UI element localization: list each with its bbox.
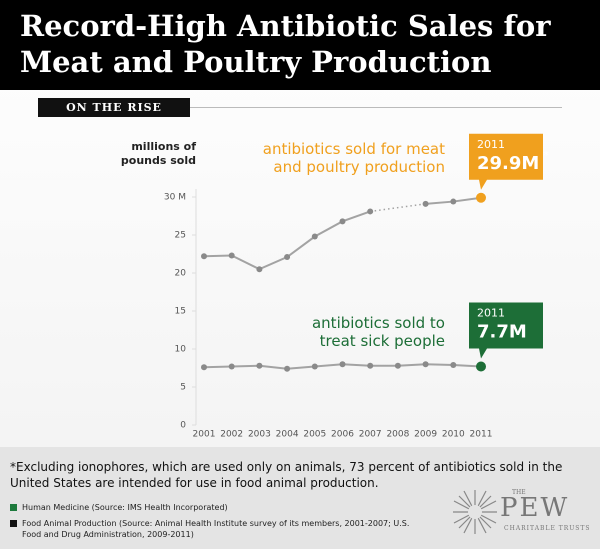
source: Human Medicine (Source: IMS Health Incor… [10, 502, 422, 513]
point [367, 208, 374, 215]
callout [469, 302, 543, 359]
x-tick-label: 2004 [276, 430, 299, 440]
point [201, 364, 207, 371]
source: Food Animal Production (Source: Animal H… [10, 518, 422, 540]
point [311, 233, 318, 240]
x-tick-label: 2008 [386, 430, 409, 440]
point [422, 200, 429, 207]
point [228, 252, 235, 259]
logo-the: THE [512, 489, 526, 496]
series-line [203, 196, 482, 271]
point [228, 363, 235, 370]
point [339, 361, 346, 368]
value-label: 7.7M [477, 321, 527, 342]
point [476, 192, 486, 203]
point [422, 361, 429, 368]
source-swatch [10, 520, 17, 527]
point [201, 253, 207, 260]
x-tick-label: 2001 [193, 430, 216, 440]
callout [469, 133, 543, 190]
series-label: antibiotics sold to treat sick people [311, 314, 445, 350]
logo-name: PEW [500, 493, 570, 523]
point [311, 363, 318, 370]
x-tick-label: 2002 [220, 430, 243, 440]
series-label: antibiotics sold for meat and poultry pr… [262, 140, 445, 176]
x-tick-label: 2006 [331, 430, 354, 440]
section-label: ON THE RISE [38, 98, 190, 117]
source-swatch [10, 504, 17, 511]
point [256, 266, 263, 273]
section-rule [190, 107, 562, 108]
point [394, 362, 401, 369]
source-text: Food Animal Production (Source: Animal H… [22, 519, 410, 539]
y-tick-label: 15 [175, 307, 186, 317]
x-tick-label: 2007 [359, 430, 382, 440]
callout-year: 2011 [477, 138, 505, 151]
x-tick-label: 2003 [248, 430, 271, 440]
title: Record-High Antibiotic Sales for Meat an… [20, 9, 551, 79]
x-tick-label: 2010 [442, 430, 465, 440]
y-tick-label: 30 M [164, 193, 186, 203]
value-label-mark: * [543, 149, 549, 162]
logo-tagline: CHARITABLE TRUSTS [504, 525, 591, 532]
point [284, 254, 291, 261]
source-text: Human Medicine (Source: IMS Health Incor… [22, 503, 228, 512]
y-tick-label: 0 [180, 421, 186, 431]
value-label: 29.9M [477, 153, 539, 174]
point [284, 365, 291, 372]
point [339, 218, 346, 225]
footnote: *Excluding ionophores, which are used on… [10, 460, 563, 490]
x-tick-label: 2005 [303, 430, 326, 440]
x-tick-label: 2009 [414, 430, 437, 440]
point [476, 361, 486, 372]
point [256, 362, 263, 369]
y-tick-label: 5 [180, 383, 186, 393]
title-band [0, 0, 600, 90]
y-tick-label: 10 [175, 345, 187, 355]
gap-connector [370, 203, 426, 213]
point [450, 198, 457, 205]
y-axis-label: millions of pounds sold [120, 140, 196, 167]
x-tick-label: 2011 [470, 430, 493, 440]
footer: *Excluding ionophores, which are used on… [0, 447, 600, 549]
callout-year: 2011 [477, 306, 505, 319]
y-tick-label: 25 [175, 231, 186, 241]
y-tick-label: 20 [175, 269, 187, 279]
logo-mark [453, 490, 497, 534]
point [367, 362, 374, 369]
point [450, 361, 457, 368]
